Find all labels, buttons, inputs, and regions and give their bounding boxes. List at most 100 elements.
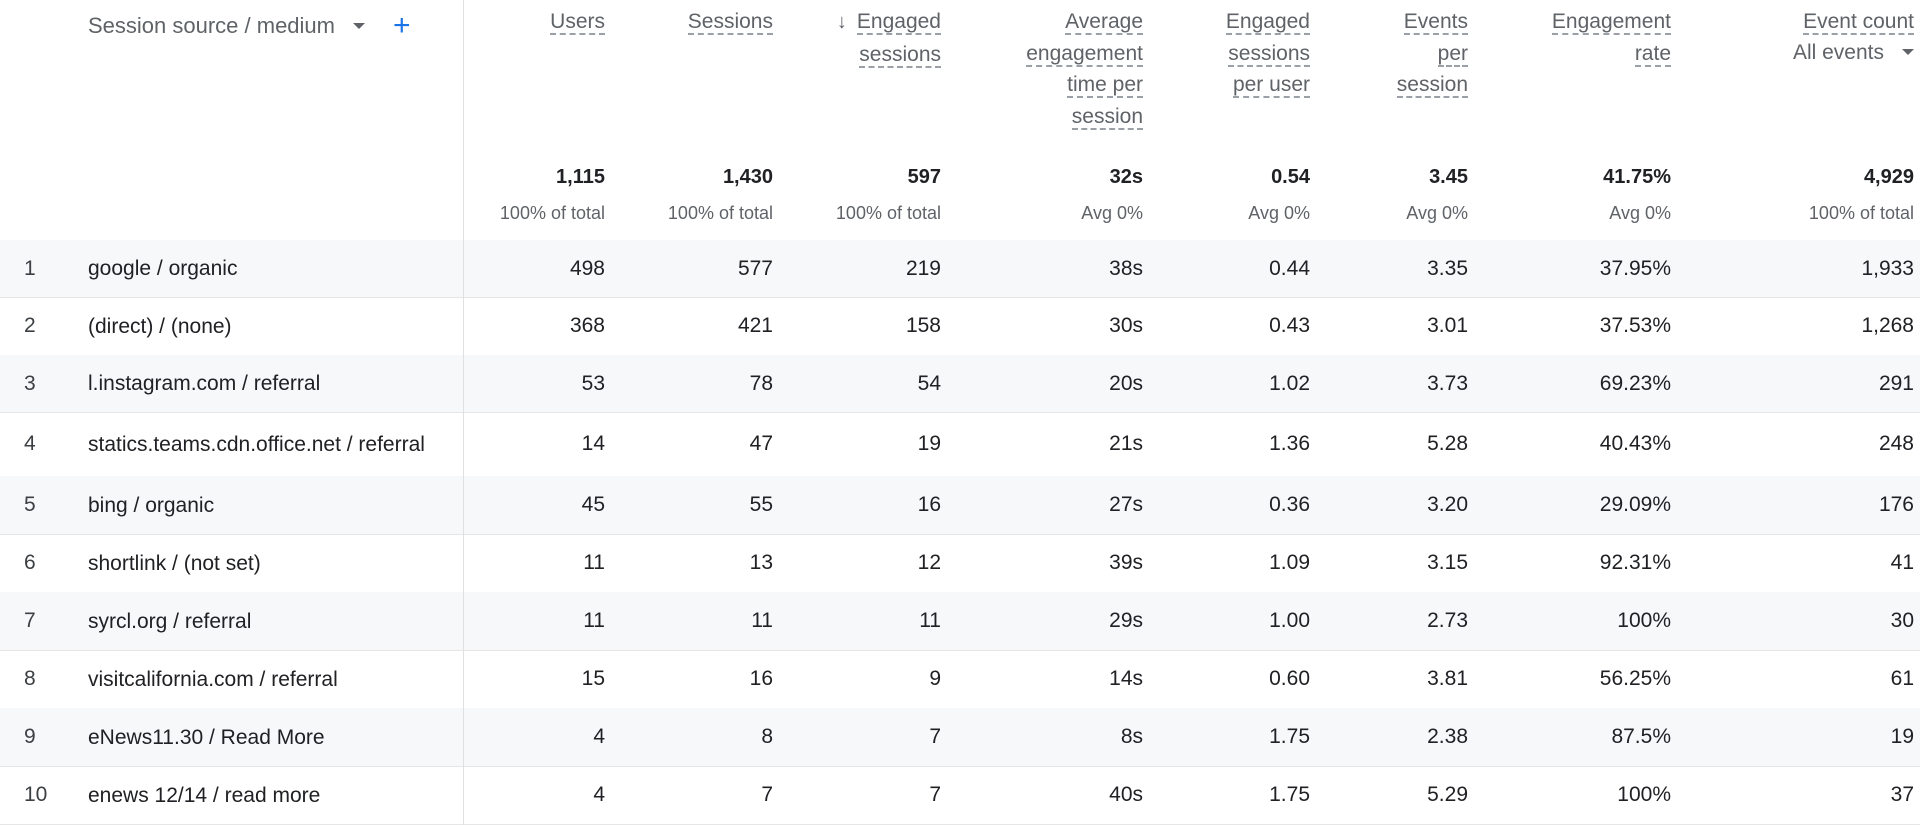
metric-cell-sessions: 13 bbox=[749, 551, 773, 574]
metric-cell-engaged-per-user: 0.36 bbox=[1269, 493, 1310, 516]
metric-cell-engaged-sessions: 158 bbox=[905, 314, 941, 337]
metric-cell-sessions: 11 bbox=[751, 609, 773, 632]
column-header-text: session bbox=[1071, 104, 1143, 130]
metric-cell-engaged-sessions: 16 bbox=[917, 493, 941, 516]
column-header-text: Engaged bbox=[856, 10, 941, 35]
column-header-engagement-rate[interactable]: Engagement rate bbox=[1481, 6, 1671, 69]
column-header-users[interactable]: Users bbox=[455, 6, 605, 38]
column-header-text: session bbox=[1396, 73, 1468, 98]
table-row[interactable]: 5 bing / organic 45 55 16 27s 0.36 3.20 29.09% 17… bbox=[0, 476, 1920, 535]
metric-cell-engaged-sessions: 7 bbox=[929, 725, 941, 748]
table-row[interactable]: 10 enews 12/14 / read more 4 7 7 40s 1.75 5.29 1… bbox=[0, 766, 1920, 825]
metric-cell-events-per-session: 2.38 bbox=[1427, 725, 1468, 748]
column-header-text: rate bbox=[1634, 41, 1671, 67]
metric-cell-users: 498 bbox=[569, 256, 605, 280]
metric-cell-avg-engagement-time: 40s bbox=[1109, 783, 1143, 806]
row-index: 10 bbox=[24, 783, 48, 806]
table-row[interactable]: 8 visitcalifornia.com / referral 15 16 9 14s 0… bbox=[0, 650, 1920, 709]
column-header-avg-engagement-time[interactable]: Average engagement time per session bbox=[963, 6, 1143, 132]
add-dimension-button[interactable]: + bbox=[393, 9, 411, 42]
metric-cell-event-count: 61 bbox=[1890, 667, 1914, 690]
metric-cell-engagement-rate: 100% bbox=[1617, 783, 1671, 806]
table-row[interactable]: 3 l.instagram.com / referral 53 78 54 20s 1.02… bbox=[0, 355, 1920, 413]
metric-cell-sessions: 55 bbox=[749, 493, 773, 516]
total-subtext: 100% of total bbox=[667, 203, 773, 223]
metric-cell-event-count: 41 bbox=[1890, 551, 1914, 574]
total-value: 32s bbox=[1109, 166, 1143, 188]
metric-cell-sessions: 16 bbox=[749, 667, 773, 690]
table-row[interactable]: 1 google / organic 498 577 219 38s 0.44 3.35 37.… bbox=[0, 240, 1920, 298]
metric-cell-users: 53 bbox=[581, 371, 605, 395]
column-header-events-per-session[interactable]: Events per session bbox=[1318, 6, 1468, 101]
source-medium-cell: visitcalifornia.com / referral bbox=[88, 667, 338, 691]
source-medium-cell: enews 12/14 / read more bbox=[88, 783, 321, 807]
event-filter-dropdown[interactable]: All events bbox=[1694, 37, 1914, 69]
column-header-text: time per bbox=[1067, 73, 1143, 98]
metric-cell-users: 4 bbox=[593, 783, 605, 806]
metric-cell-engaged-per-user: 1.02 bbox=[1269, 371, 1310, 395]
metric-cell-events-per-session: 3.01 bbox=[1427, 314, 1468, 337]
metric-cell-sessions: 421 bbox=[737, 314, 773, 337]
column-header-engaged-per-user[interactable]: Engaged sessions per user bbox=[1150, 6, 1310, 101]
source-medium-cell: shortlink / (not set) bbox=[88, 551, 261, 575]
metric-cell-avg-engagement-time: 30s bbox=[1109, 314, 1143, 337]
chevron-down-icon[interactable] bbox=[353, 23, 365, 29]
metric-cell-event-count: 30 bbox=[1890, 609, 1914, 632]
column-header-text: Engagement bbox=[1551, 10, 1671, 35]
column-header-text: Sessions bbox=[687, 10, 773, 35]
source-medium-cell: statics.teams.cdn.office.net / referral bbox=[88, 432, 425, 456]
metric-cell-users: 11 bbox=[583, 551, 605, 574]
metric-cell-avg-engagement-time: 20s bbox=[1109, 371, 1143, 395]
metric-cell-avg-engagement-time: 29s bbox=[1109, 609, 1143, 632]
sort-arrow-down-icon[interactable]: ↓ bbox=[836, 11, 847, 33]
dimension-selector[interactable]: Session source / medium bbox=[88, 13, 335, 38]
source-medium-cell: bing / organic bbox=[88, 493, 215, 517]
metric-cell-engaged-per-user: 1.00 bbox=[1269, 609, 1310, 632]
metric-cell-engagement-rate: 56.25% bbox=[1599, 667, 1671, 690]
metric-cell-sessions: 8 bbox=[761, 725, 773, 748]
table-row[interactable]: 9 eNews11.30 / Read More 4 8 7 8s 1.75 2.38 87.5… bbox=[0, 708, 1920, 767]
metric-cell-engaged-per-user: 1.75 bbox=[1269, 783, 1310, 806]
metric-cell-engagement-rate: 37.53% bbox=[1599, 314, 1671, 337]
total-value: 597 bbox=[907, 166, 941, 188]
row-index: 1 bbox=[24, 256, 36, 280]
metric-cell-users: 14 bbox=[581, 432, 605, 455]
metric-cell-event-count: 176 bbox=[1878, 493, 1914, 516]
row-index: 9 bbox=[24, 725, 36, 748]
table-row[interactable]: 7 syrcl.org / referral 11 11 11 29s 1.00 2.73 10… bbox=[0, 592, 1920, 651]
total-subtext: Avg 0% bbox=[1081, 203, 1143, 223]
table-row[interactable]: 2 (direct) / (none) 368 421 158 30s 0.43 3.01 37… bbox=[0, 297, 1920, 356]
metric-cell-engagement-rate: 29.09% bbox=[1599, 493, 1671, 516]
metric-cell-avg-engagement-time: 8s bbox=[1120, 725, 1143, 748]
metric-cell-engaged-per-user: 0.44 bbox=[1269, 256, 1310, 280]
chevron-down-icon[interactable] bbox=[1902, 49, 1914, 56]
column-header-text: sessions bbox=[859, 42, 941, 68]
metric-cell-sessions: 7 bbox=[761, 783, 773, 806]
column-header-text: Average bbox=[1065, 10, 1143, 35]
metric-cell-users: 15 bbox=[581, 667, 605, 690]
total-subtext: Avg 0% bbox=[1248, 203, 1310, 223]
metric-cell-avg-engagement-time: 21s bbox=[1109, 432, 1143, 455]
column-header-sessions[interactable]: Sessions bbox=[623, 6, 773, 38]
column-header-engaged-sessions[interactable]: ↓ Engaged sessions bbox=[791, 6, 941, 70]
total-value: 3.45 bbox=[1429, 166, 1468, 188]
column-header-text: Events bbox=[1403, 10, 1468, 35]
metric-cell-avg-engagement-time: 38s bbox=[1109, 256, 1143, 280]
metric-cell-sessions: 577 bbox=[737, 256, 773, 280]
metric-cell-event-count: 19 bbox=[1890, 725, 1914, 748]
table-row[interactable]: 4 statics.teams.cdn.office.net / referral… bbox=[0, 412, 1920, 477]
metric-cell-engaged-sessions: 7 bbox=[929, 783, 941, 806]
column-header-text: Event count bbox=[1803, 10, 1914, 35]
metric-cell-sessions: 78 bbox=[749, 371, 773, 395]
column-header-event-count[interactable]: Event count All events bbox=[1694, 6, 1914, 68]
column-header-text: engagement bbox=[1026, 41, 1143, 67]
table-row[interactable]: 6 shortlink / (not set) 11 13 12 39s 1.09 3.15 9… bbox=[0, 534, 1920, 593]
total-subtext: 100% of total bbox=[499, 203, 605, 223]
row-index: 6 bbox=[24, 551, 36, 574]
metric-cell-event-count: 37 bbox=[1890, 783, 1914, 806]
metric-cell-users: 45 bbox=[581, 493, 605, 516]
metric-cell-events-per-session: 5.29 bbox=[1427, 783, 1468, 806]
metric-cell-avg-engagement-time: 27s bbox=[1109, 493, 1143, 516]
source-medium-cell: syrcl.org / referral bbox=[88, 609, 252, 633]
dimension-header: Session source / medium + bbox=[88, 10, 411, 42]
